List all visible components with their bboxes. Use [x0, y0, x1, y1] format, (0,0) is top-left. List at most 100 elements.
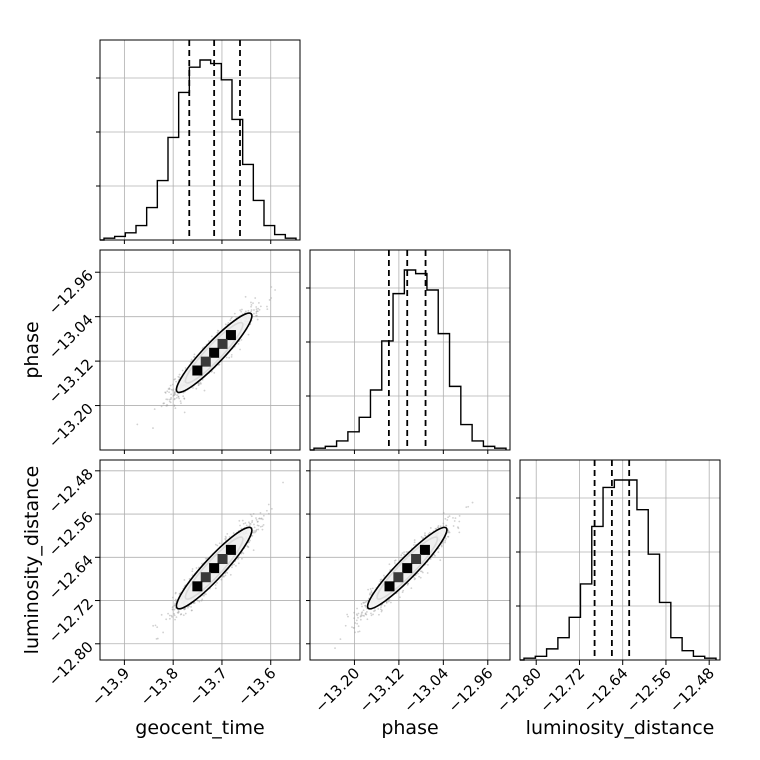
scatter-point	[240, 527, 243, 530]
scatter-point	[446, 519, 449, 521]
scatter-point	[230, 317, 233, 320]
scatter-point	[168, 391, 170, 394]
scatter-point	[179, 400, 182, 403]
scatter-point	[261, 528, 264, 531]
scatter-point	[241, 557, 243, 560]
scatter-point	[406, 583, 409, 586]
scatter-point	[435, 528, 438, 530]
scatter-point	[356, 614, 359, 617]
scatter-point	[190, 609, 193, 612]
density-core-cell	[393, 572, 404, 583]
scatter-point	[458, 531, 461, 534]
scatter-point	[267, 512, 270, 515]
scatter-point	[228, 356, 231, 359]
scatter-point	[230, 355, 233, 358]
scatter-point	[334, 647, 336, 650]
scatter-point	[192, 602, 195, 604]
scatter-point	[363, 601, 365, 604]
scatter-point	[437, 551, 440, 554]
density-core-cell	[419, 544, 430, 555]
scatter-point	[244, 295, 247, 298]
scatter-point	[370, 612, 372, 615]
scatter-point	[239, 348, 241, 351]
scatter-point	[183, 607, 186, 610]
scatter-point	[199, 381, 202, 384]
scatter-point	[262, 523, 265, 526]
scatter-point	[217, 329, 220, 332]
scatter-point	[421, 571, 424, 574]
scatter-point	[359, 615, 362, 618]
scatter-point	[260, 517, 262, 520]
scatter-point	[173, 404, 176, 407]
scatter-point	[191, 570, 194, 573]
scatter-point	[465, 506, 468, 509]
scatter-point	[414, 577, 417, 580]
scatter-point	[203, 389, 206, 392]
scatter-point	[420, 536, 423, 538]
scatter-point	[245, 524, 248, 527]
scatter-point	[257, 524, 260, 527]
scatter-point	[437, 547, 440, 550]
scatter-point	[378, 613, 380, 616]
scatter-point	[249, 513, 252, 516]
scatter-point	[413, 578, 416, 581]
scatter-point	[168, 614, 171, 617]
scatter-point	[224, 535, 227, 538]
scatter-point	[237, 562, 240, 565]
scatter-point	[388, 563, 391, 566]
scatter-point	[171, 616, 173, 618]
scatter-point	[193, 602, 196, 604]
scatter-point	[401, 552, 404, 555]
y-axis-label-phase: phase	[21, 321, 43, 378]
scatter-point	[360, 603, 363, 605]
scatter-point	[156, 626, 159, 629]
scatter-point	[407, 582, 409, 585]
scatter-point	[253, 309, 255, 311]
scatter-point	[434, 554, 436, 557]
scatter-point	[154, 624, 157, 627]
scatter-point	[380, 578, 383, 581]
histogram-step-phase	[310, 269, 507, 451]
scatter-point	[242, 552, 245, 555]
scatter-point	[240, 310, 243, 313]
scatter-point	[422, 536, 425, 539]
x-axis-label-geocent-time: geocent_time	[135, 717, 264, 739]
scatter-point	[175, 396, 178, 399]
scatter-point	[252, 549, 255, 552]
scatter-point	[182, 395, 185, 398]
scatter-point	[166, 398, 169, 401]
scatter-point	[257, 302, 260, 304]
scatter-point	[344, 624, 347, 627]
scatter-panel-bg	[100, 460, 300, 660]
scatter-point	[454, 517, 457, 520]
histogram-step-geocent-time	[100, 59, 297, 241]
scatter-point	[218, 363, 221, 366]
scatter-point	[227, 321, 230, 324]
scatter-point	[403, 551, 406, 554]
scatter-point	[447, 535, 450, 538]
scatter-point	[188, 577, 191, 580]
scatter-point	[237, 558, 239, 560]
scatter-point	[221, 575, 224, 578]
scatter-point	[223, 575, 226, 578]
scatter-point	[237, 557, 240, 559]
scatter-point	[447, 531, 449, 534]
scatter-point	[420, 570, 423, 573]
scatter-point	[174, 378, 177, 380]
scatter-point	[252, 512, 255, 515]
scatter-point	[193, 353, 196, 356]
scatter-point	[252, 302, 254, 305]
scatter-point	[181, 369, 184, 372]
scatter-point	[250, 515, 253, 518]
scatter-point	[258, 517, 261, 520]
scatter-point	[448, 531, 451, 534]
scatter-point	[368, 593, 371, 596]
scatter-point	[360, 615, 362, 617]
scatter-point	[239, 524, 241, 527]
scatter-point	[233, 563, 235, 566]
scatter-point	[163, 402, 166, 405]
scatter-panel-frame	[99, 459, 301, 661]
scatter-point	[178, 376, 181, 379]
scatter-point	[407, 582, 409, 585]
scatter-point	[427, 563, 429, 566]
